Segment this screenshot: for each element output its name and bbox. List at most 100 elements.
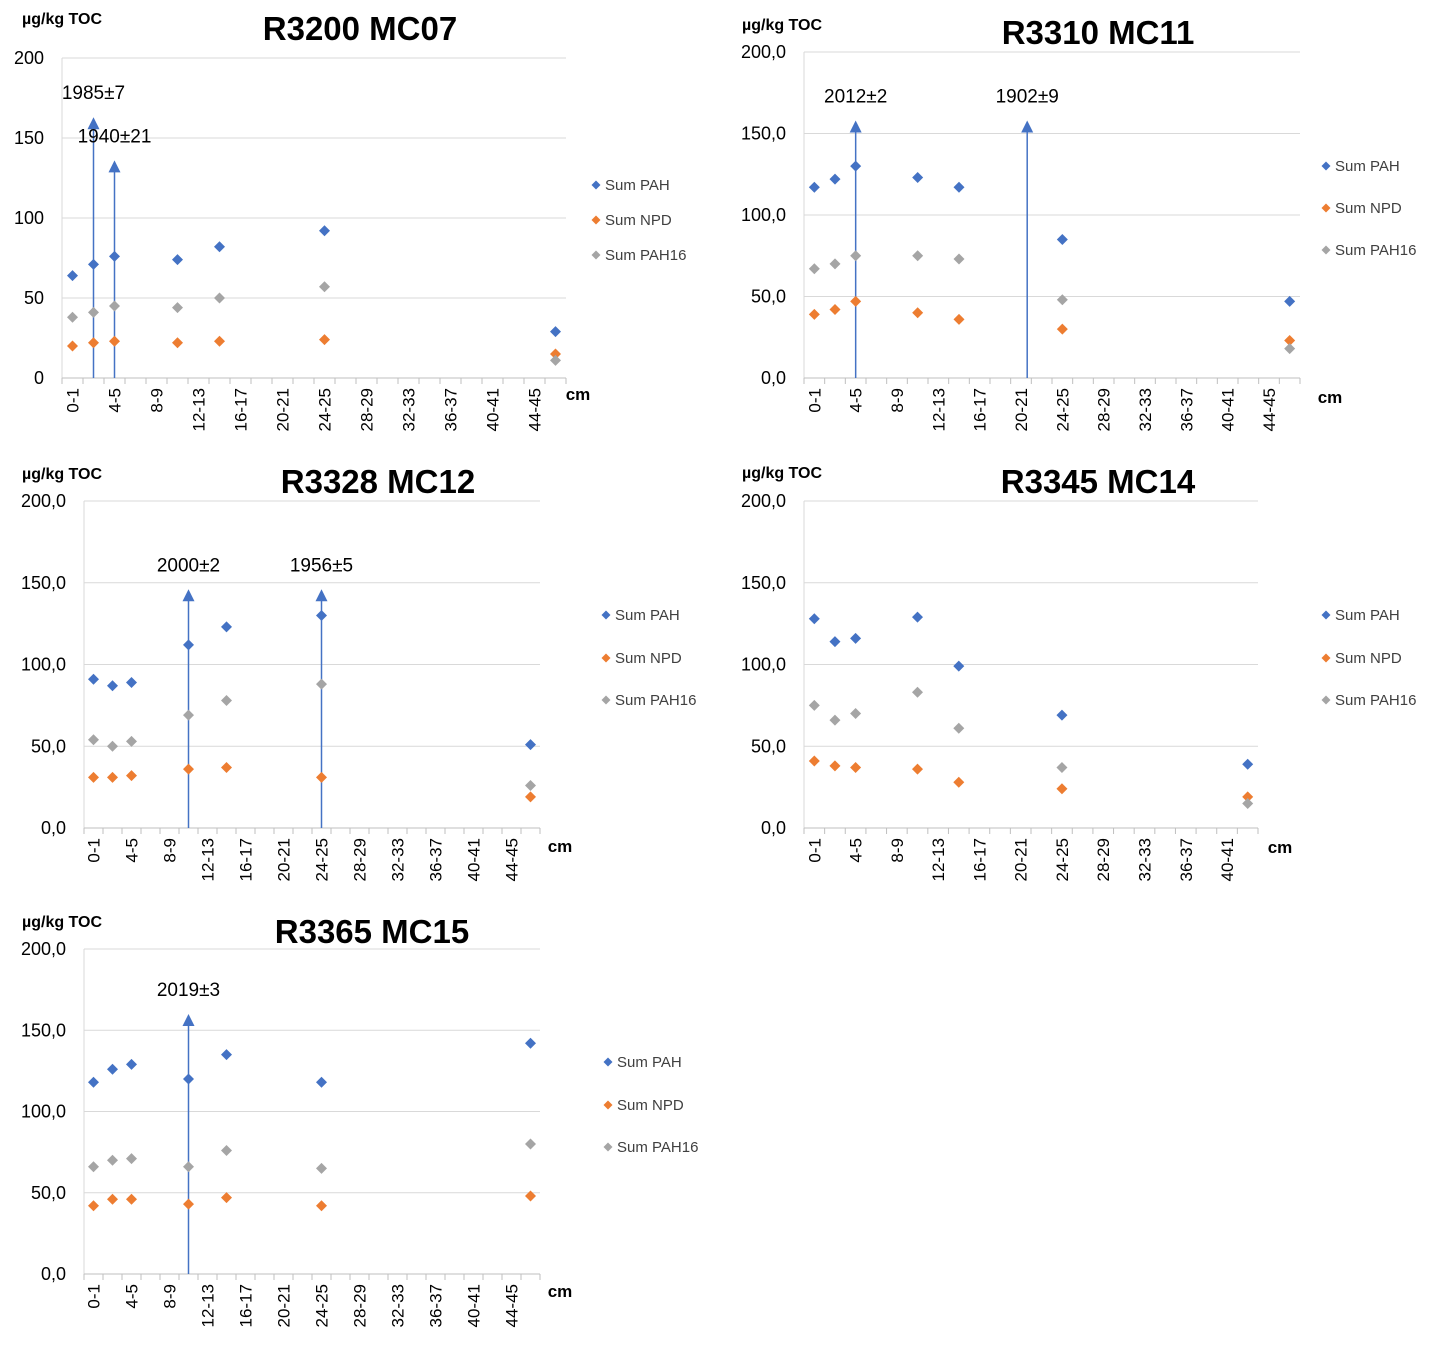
x-axis-label: cm: [548, 837, 573, 856]
x-tick-label: 40-41: [465, 1284, 484, 1327]
data-point-sum-pah: [109, 250, 120, 262]
chart-5: 0,0 50,0 100,0 150,0 200,0 0-1 4-5 8-9 12-13 16-1…: [21, 913, 698, 1327]
data-point-sum-pah16: [953, 722, 965, 734]
data-point-sum-pah16: [850, 250, 862, 262]
chart-1: 0 50 100 150 200 0-1 4-5 8-9 12-13 16-17 20-21 24-2…: [14, 10, 686, 431]
chart-2: 0,0 50,0 100,0 150,0 200,0 0-1 4-5 8-9 12-13 16-1…: [741, 14, 1416, 431]
legend-label: Sum PAH: [605, 177, 670, 194]
x-tick-label: 40-41: [1218, 838, 1237, 881]
legend-label: Sum PAH: [1335, 158, 1400, 175]
data-point-sum-npd: [1242, 791, 1254, 803]
data-point-sum-pah16: [912, 250, 924, 262]
data-point-sum-pah: [88, 258, 99, 270]
data-point-sum-npd: [316, 771, 327, 783]
x-tick-label: 36-37: [427, 838, 446, 881]
x-tick-label: 24-25: [313, 1284, 332, 1327]
legend-marker: [601, 610, 611, 620]
data-point-sum-npd: [172, 337, 183, 349]
legend-label: Sum PAH: [1335, 607, 1400, 624]
data-point-sum-npd: [808, 308, 820, 320]
data-point-sum-pah: [316, 1076, 327, 1088]
x-tick-label: 0-1: [805, 838, 824, 863]
data-point-sum-pah16: [953, 253, 965, 265]
date-arrow-head: [315, 589, 328, 602]
y-tick-label: 100,0: [21, 655, 66, 675]
date-annotation: 1902±9: [996, 86, 1059, 107]
x-tick-label: 24-25: [1053, 838, 1072, 881]
data-point-sum-pah: [88, 1076, 99, 1088]
x-tick-label: 12-13: [199, 838, 218, 881]
data-point-sum-npd: [319, 334, 330, 346]
legend-marker: [1321, 245, 1331, 255]
x-tick-label: 24-25: [316, 388, 335, 431]
data-point-sum-npd: [1056, 323, 1068, 335]
data-point-sum-npd: [1284, 335, 1296, 347]
data-point-sum-npd: [221, 762, 232, 774]
x-tick-label: 36-37: [1177, 388, 1196, 431]
chart-title: R3200 MC07: [263, 10, 457, 47]
legend-marker: [591, 250, 601, 260]
date-arrow-head: [1021, 120, 1034, 133]
y-axis-label: µg/kg TOC: [742, 17, 822, 34]
legend-marker: [601, 695, 611, 705]
legend-label: Sum NPD: [1335, 650, 1402, 667]
x-tick-label: 0-1: [85, 1284, 104, 1309]
data-point-sum-pah: [67, 270, 78, 282]
x-tick-label: 32-33: [1136, 838, 1155, 881]
data-point-sum-pah16: [850, 708, 862, 720]
data-point-sum-pah: [221, 621, 232, 633]
y-tick-label: 0,0: [761, 368, 786, 388]
date-annotation: 1985±7: [62, 83, 125, 104]
x-tick-label: 24-25: [313, 838, 332, 881]
x-tick-label: 28-29: [358, 388, 377, 431]
x-tick-label: 44-45: [1260, 388, 1279, 431]
x-axis-label: cm: [566, 385, 591, 404]
legend-label: Sum PAH16: [617, 1139, 698, 1156]
data-point-sum-pah16: [126, 1153, 137, 1165]
data-point-sum-pah16: [172, 302, 183, 314]
x-tick-label: 28-29: [1094, 838, 1113, 881]
data-point-sum-npd: [109, 335, 120, 347]
date-arrow-head: [849, 120, 862, 133]
data-point-sum-npd: [850, 762, 862, 774]
date-arrow-head: [87, 117, 100, 130]
x-tick-label: 44-45: [526, 388, 545, 431]
data-point-sum-npd: [88, 771, 99, 783]
x-tick-label: 28-29: [351, 1284, 370, 1327]
data-point-sum-pah16: [88, 1161, 99, 1173]
data-point-sum-pah: [1284, 295, 1296, 307]
y-axis-label: µg/kg TOC: [22, 466, 102, 483]
date-annotation: 2012±2: [824, 86, 887, 107]
data-point-sum-pah: [525, 739, 536, 751]
legend-label: Sum PAH16: [605, 247, 686, 264]
x-tick-label: 44-45: [503, 1284, 522, 1327]
y-tick-label: 0,0: [761, 818, 786, 838]
legend-marker: [603, 1142, 613, 1152]
data-point-sum-npd: [525, 791, 536, 803]
chart-4: 0,0 50,0 100,0 150,0 200,0 0-1 4-5 8-9 12-13 16-1…: [741, 463, 1416, 881]
data-point-sum-pah16: [1056, 762, 1068, 774]
data-point-sum-pah16: [88, 306, 99, 318]
x-tick-label: 16-17: [232, 388, 251, 431]
data-point-sum-npd: [953, 776, 965, 788]
data-point-sum-pah16: [1242, 797, 1254, 809]
x-tick-label: 24-25: [1053, 388, 1072, 431]
data-point-sum-pah: [126, 1058, 137, 1070]
y-axis-label: µg/kg TOC: [742, 465, 822, 482]
legend-label: Sum NPD: [617, 1097, 684, 1114]
y-tick-label: 50: [24, 288, 44, 308]
x-tick-label: 12-13: [190, 388, 209, 431]
legend-marker: [1321, 653, 1331, 663]
data-point-sum-pah: [126, 676, 137, 688]
legend-label: Sum PAH: [615, 607, 680, 624]
data-point-sum-npd: [912, 763, 923, 775]
data-point-sum-pah: [953, 660, 965, 672]
y-axis-label: µg/kg TOC: [22, 11, 102, 28]
data-point-sum-pah16: [183, 1161, 194, 1173]
y-tick-label: 0: [34, 368, 44, 388]
legend-label: Sum NPD: [615, 650, 682, 667]
data-point-sum-pah16: [316, 1162, 327, 1174]
y-axis-label: µg/kg TOC: [22, 914, 102, 931]
y-tick-label: 150,0: [741, 124, 786, 144]
